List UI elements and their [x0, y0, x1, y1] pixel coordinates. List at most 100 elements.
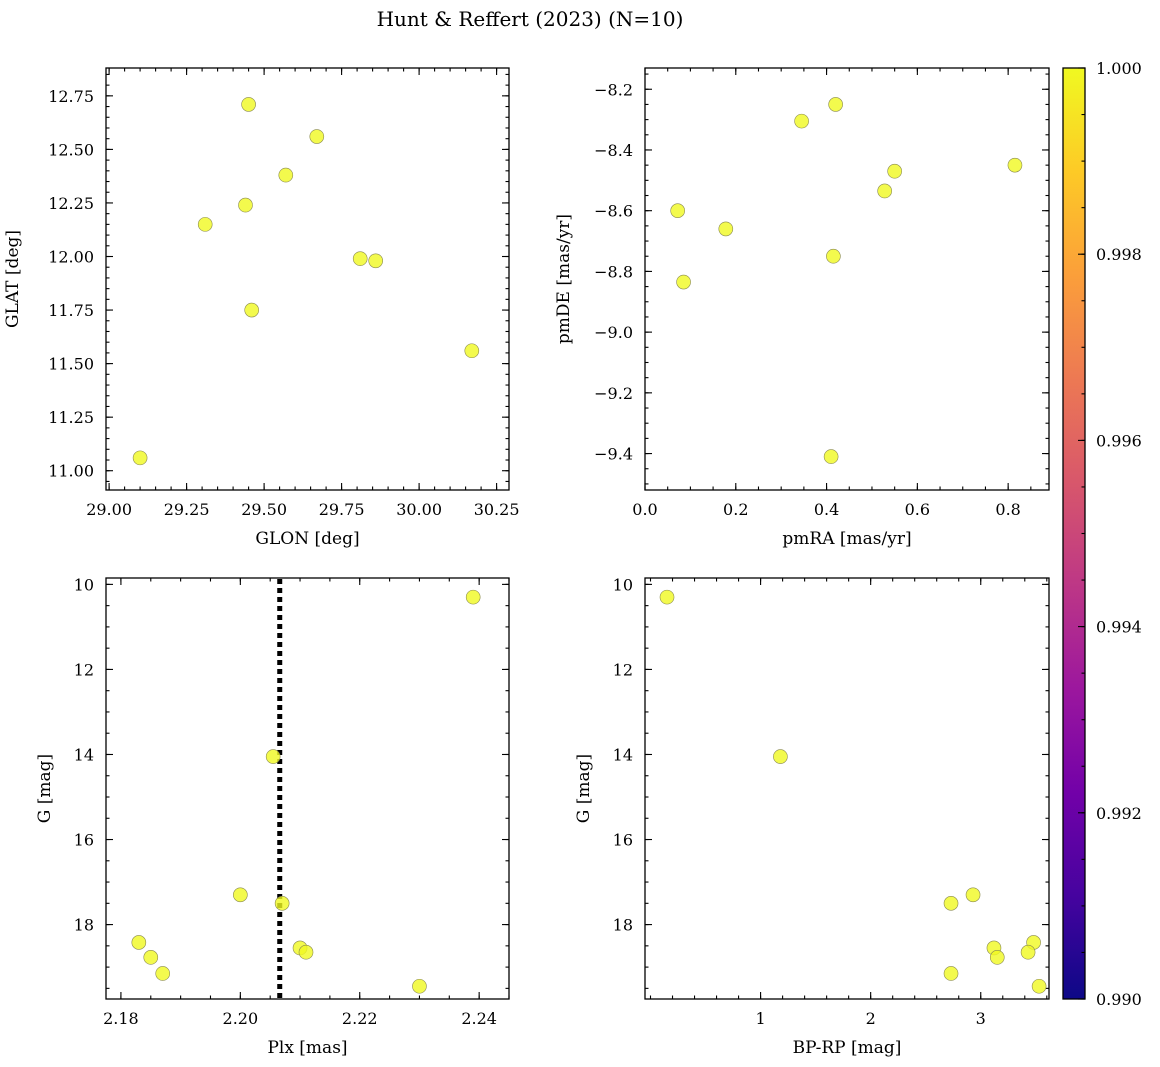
data-point: [298, 944, 314, 960]
data-point: [659, 589, 675, 605]
data-point: [131, 935, 147, 950]
data-point: [943, 896, 959, 911]
y-tick-label: −9.0: [594, 323, 633, 342]
y-tick-label: 12.75: [48, 87, 94, 106]
x-tick-label: 30.25: [474, 500, 520, 519]
y-tick-label: 12: [613, 660, 633, 679]
figure-title: Hunt & Reffert (2023) (N=10): [377, 7, 684, 31]
panel-pmra-pmde: 0.0 0.2 0.4 0.6 0.8 −9.4 −9.2 −9.0 −8.8 −8.6 −8.4 −…: [554, 67, 1050, 549]
data-point: [965, 887, 981, 903]
axes-frame: [644, 67, 1050, 491]
axes-frame: [105, 67, 510, 491]
y-tick-label: −8.4: [594, 141, 633, 160]
y-tick-label: 12.25: [48, 194, 94, 213]
y-tick-label: 16: [613, 831, 633, 850]
x-tick-label: 29.00: [86, 500, 132, 519]
data-point: [368, 253, 384, 269]
x-axis-label: GLON [deg]: [255, 529, 359, 549]
colorbar-tick-label: 0.994: [1096, 618, 1142, 637]
x-tick-label: 2.20: [223, 1009, 259, 1028]
data-point: [155, 966, 171, 981]
data-point: [412, 978, 427, 994]
colorbar: 0.990 0.992 0.994 0.996 0.998 1.000: [1062, 59, 1142, 1009]
data-point: [773, 749, 788, 764]
data-point: [265, 749, 281, 764]
data-point: [143, 950, 159, 965]
x-axis-label: pmRA [mas/yr]: [782, 529, 911, 549]
axes-frame: [105, 577, 510, 1000]
y-axis-label: GLAT [deg]: [3, 230, 23, 328]
data-point: [794, 113, 809, 129]
y-tick-label: 11.00: [48, 462, 94, 481]
data-point: [197, 217, 213, 232]
data-point: [464, 343, 480, 359]
data-point: [828, 97, 843, 112]
data-point: [1007, 157, 1023, 173]
y-axis-label: G [mag]: [574, 754, 594, 823]
y-tick-label: 12: [74, 660, 94, 679]
panel-glon-glat: 29.00 29.25 29.50 29.75 30.00 30.25 11.00 11.25…: [3, 67, 520, 549]
colorbar-tick-label: 1.000: [1096, 59, 1142, 78]
y-tick-label: 14: [74, 745, 94, 764]
data-point: [465, 589, 481, 605]
y-tick-label: 11.50: [48, 355, 94, 374]
y-tick-label: 10: [613, 575, 633, 594]
y-tick-label: 16: [74, 831, 94, 850]
y-tick-label: 10: [74, 575, 94, 594]
data-point: [989, 950, 1005, 965]
x-tick-label: 0.0: [632, 500, 657, 519]
data-point: [244, 302, 259, 318]
x-tick-label: 29.50: [241, 500, 287, 519]
colorbar-tick-label: 0.992: [1096, 804, 1142, 823]
data-point: [943, 966, 959, 981]
data-point: [1031, 978, 1047, 994]
data-point: [352, 251, 368, 266]
data-point: [877, 183, 892, 199]
colorbar-gradient: [1063, 68, 1085, 999]
x-tick-label: 29.25: [164, 500, 210, 519]
y-tick-label: 18: [613, 916, 633, 935]
x-tick-label: 2: [866, 1009, 876, 1028]
y-tick-label: 14: [613, 745, 633, 764]
data-point: [1020, 944, 1036, 960]
data-point: [241, 97, 256, 112]
x-axis-label: Plx [mas]: [267, 1038, 347, 1058]
y-tick-label: 12.50: [48, 140, 94, 159]
x-tick-label: 0.8: [995, 500, 1020, 519]
x-tick-label: 29.75: [319, 500, 365, 519]
y-tick-label: 11.75: [48, 301, 94, 320]
data-point: [718, 221, 734, 237]
colorbar-tick-label: 0.996: [1096, 431, 1142, 450]
y-tick-label: −9.4: [594, 445, 633, 464]
data-point: [676, 274, 691, 290]
data-point: [670, 203, 685, 218]
data-point: [887, 163, 902, 179]
y-tick-label: −8.8: [594, 262, 633, 281]
x-tick-label: 2.18: [103, 1009, 139, 1028]
y-axis-label: G [mag]: [35, 754, 55, 823]
x-tick-label: 3: [976, 1009, 986, 1028]
x-tick-label: 2.24: [461, 1009, 497, 1028]
data-point: [826, 248, 841, 264]
y-tick-label: 18: [74, 916, 94, 935]
colorbar-tick-label: 0.998: [1096, 245, 1142, 264]
colorbar-tick-label: 0.990: [1096, 990, 1142, 1009]
axes-frame: [644, 577, 1050, 1000]
data-point: [278, 167, 294, 183]
data-point: [309, 129, 325, 144]
data-point: [132, 450, 148, 466]
x-tick-label: 0.4: [814, 500, 839, 519]
y-tick-label: −9.2: [594, 384, 633, 403]
colorbar-frame: [1062, 67, 1086, 1000]
panel-plx-g: 2.18 2.20 2.22 2.24 10 12 14 16 18 Plx [mas] G [ma…: [35, 575, 510, 1058]
x-axis-label: BP-RP [mag]: [793, 1038, 902, 1058]
x-tick-label: 30.00: [396, 500, 442, 519]
y-axis-label: pmDE [mas/yr]: [554, 214, 574, 344]
y-tick-label: −8.6: [594, 202, 633, 221]
data-point: [823, 449, 839, 464]
y-tick-label: 11.25: [48, 408, 94, 427]
x-tick-label: 1: [755, 1009, 765, 1028]
y-tick-label: −8.2: [594, 80, 633, 99]
